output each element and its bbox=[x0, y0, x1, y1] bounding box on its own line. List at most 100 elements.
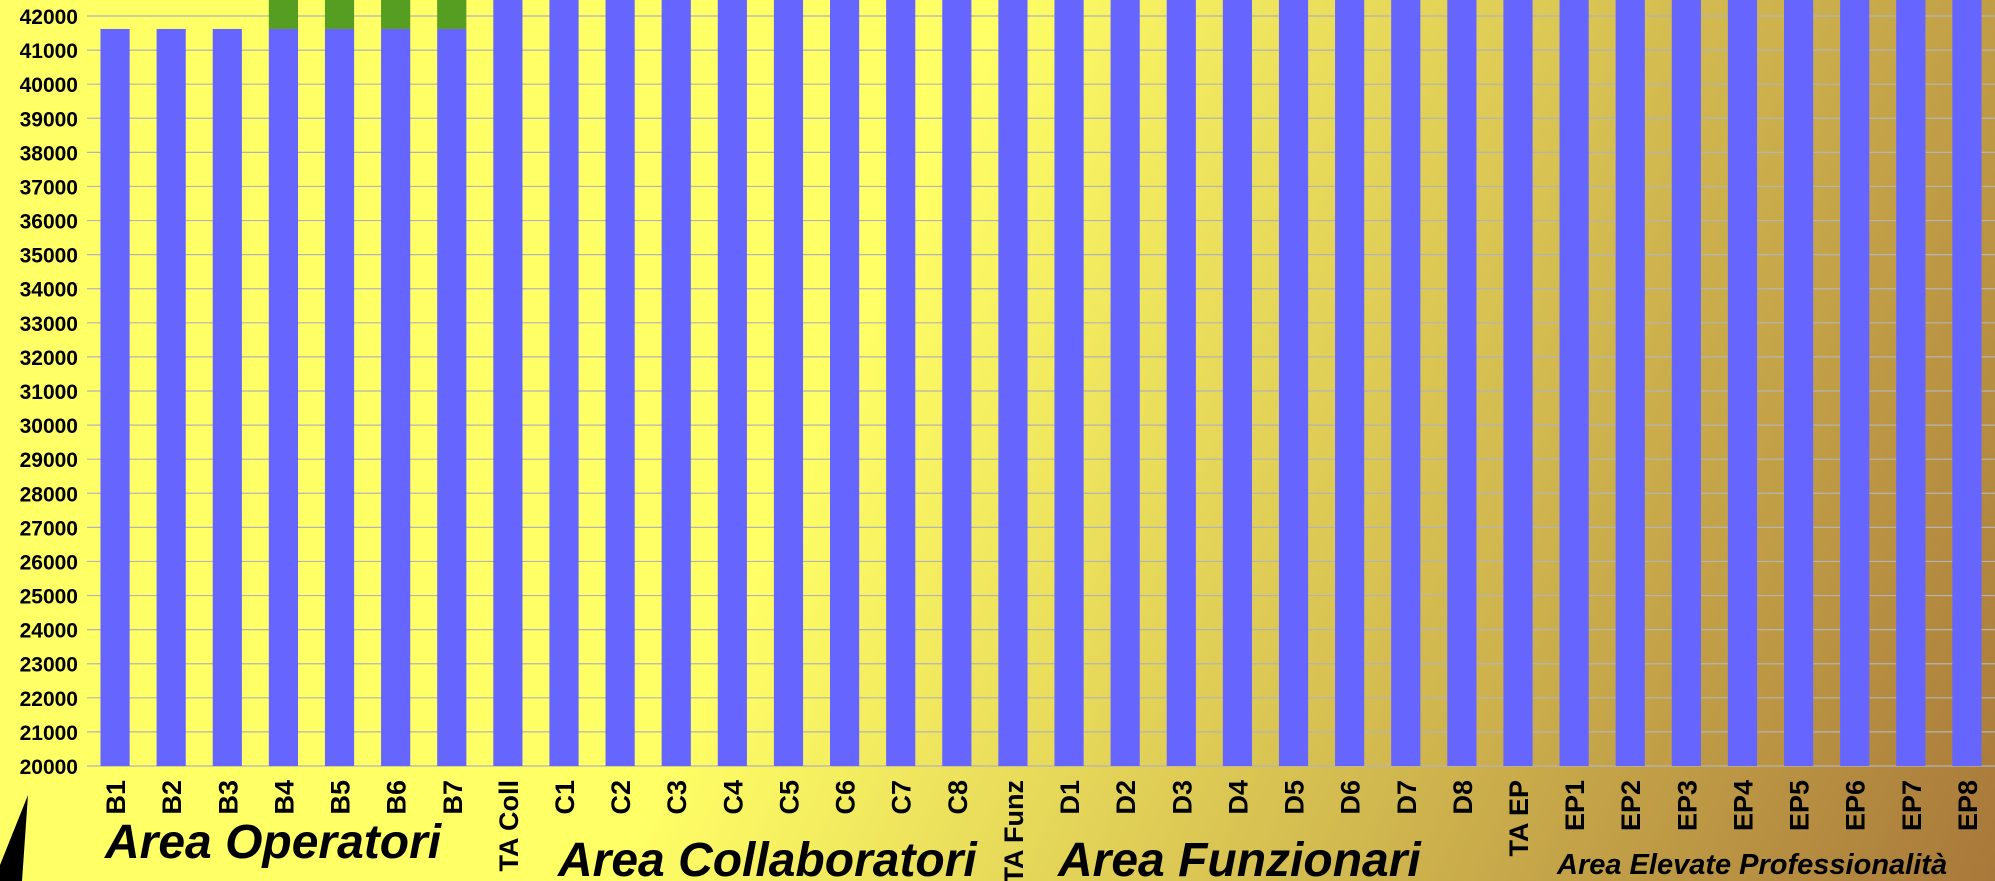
y-axis-ticks: 20000 21000 22000 23000 24000 25000 26000 27000… bbox=[20, 6, 78, 779]
x-tick-label: C2 bbox=[606, 780, 636, 815]
x-tick-label: EP4 bbox=[1728, 780, 1758, 831]
bar-base-segment bbox=[381, 28, 411, 767]
bar-base-segment bbox=[1503, 0, 1533, 766]
bar-base-segment bbox=[212, 28, 242, 767]
x-tick-label: D1 bbox=[1055, 780, 1085, 815]
y-tick-label: 25000 bbox=[20, 586, 78, 609]
x-tick-label: D5 bbox=[1280, 780, 1310, 815]
group-label-operatori: Area Operatori bbox=[104, 816, 443, 869]
x-tick-label: EP5 bbox=[1785, 780, 1815, 831]
bar-increment-segment bbox=[437, 0, 467, 29]
y-tick-label: 42000 bbox=[20, 6, 78, 29]
bar-base-segment bbox=[829, 0, 860, 766]
bar-base-segment bbox=[1278, 0, 1309, 767]
y-tick-label: 27000 bbox=[20, 517, 78, 540]
y-tick-label: 30000 bbox=[20, 415, 78, 438]
y-tick-label: 38000 bbox=[20, 142, 78, 165]
x-tick-label: EP6 bbox=[1841, 780, 1871, 831]
bar-base-segment bbox=[1671, 0, 1701, 766]
y-tick-label: 20000 bbox=[20, 756, 78, 779]
x-tick-label: B2 bbox=[157, 780, 187, 815]
y-tick-label: 26000 bbox=[20, 551, 78, 574]
y-tick-label: 34000 bbox=[20, 279, 78, 302]
x-tick-label: B3 bbox=[213, 780, 243, 815]
x-tick-label: B7 bbox=[438, 780, 468, 815]
bar-base-segment bbox=[1054, 0, 1084, 767]
bar-increment-segment bbox=[381, 0, 411, 29]
bar-base-segment bbox=[1727, 0, 1758, 766]
bar-base-segment bbox=[1166, 0, 1196, 767]
group-label-collaboratori: Area Collaboratori bbox=[557, 834, 978, 881]
x-tick-label: C6 bbox=[831, 780, 861, 815]
y-tick-label: 36000 bbox=[20, 211, 78, 234]
group-label-funzionari: Area Funzionari bbox=[1057, 834, 1422, 881]
bar-base-segment bbox=[1896, 0, 1926, 766]
x-tick-label: D6 bbox=[1336, 780, 1366, 815]
y-tick-label: 24000 bbox=[20, 620, 78, 643]
y-tick-label: 39000 bbox=[20, 108, 78, 131]
y-tick-label: 37000 bbox=[20, 176, 78, 199]
bar-increment-segment bbox=[268, 0, 299, 29]
bar-base-segment bbox=[1783, 0, 1814, 766]
bar-base-segment bbox=[998, 0, 1028, 767]
x-tick-label: C4 bbox=[718, 780, 748, 815]
bar-base-segment bbox=[1222, 0, 1253, 767]
bar-base-segment bbox=[268, 28, 299, 767]
bar-base-segment bbox=[549, 0, 579, 766]
y-tick-label: 40000 bbox=[20, 74, 78, 97]
x-tick-label: D3 bbox=[1167, 780, 1197, 815]
y-tick-label: 28000 bbox=[20, 483, 78, 506]
bar-base-segment bbox=[942, 0, 972, 766]
bar-base-segment bbox=[437, 28, 467, 767]
y-tick-label: 32000 bbox=[20, 347, 78, 370]
y-tick-label: 31000 bbox=[20, 381, 78, 404]
y-tick-label: 29000 bbox=[20, 449, 78, 472]
x-tick-label: EP7 bbox=[1897, 780, 1927, 831]
bar-base-segment bbox=[1335, 0, 1365, 767]
x-axis-ticks: B1 B2 B3 B4 B5 B6 B7 TA Coll C1 C2 C3 C4 C5 C6 C7 C8 TA … bbox=[101, 780, 1983, 881]
x-tick-label: D2 bbox=[1111, 780, 1141, 815]
bar-base-segment bbox=[1615, 0, 1645, 766]
x-tick-label: B6 bbox=[382, 780, 412, 815]
y-tick-label: 35000 bbox=[20, 245, 78, 268]
x-tick-label: B4 bbox=[269, 780, 299, 815]
x-tick-label: TA Coll bbox=[494, 780, 524, 871]
bar-base-segment bbox=[1391, 0, 1421, 767]
x-tick-label: B1 bbox=[101, 780, 131, 815]
x-tick-label: EP1 bbox=[1560, 780, 1590, 831]
bar-base-segment bbox=[1840, 0, 1870, 766]
x-tick-label: C8 bbox=[943, 780, 973, 815]
x-tick-label: D4 bbox=[1223, 780, 1253, 815]
corner-arrow-shape bbox=[0, 795, 28, 881]
bar-base-segment bbox=[1559, 0, 1589, 766]
x-tick-label: C3 bbox=[662, 780, 692, 815]
bar-base-segment bbox=[605, 0, 635, 766]
x-tick-label: B5 bbox=[326, 780, 356, 815]
bars bbox=[100, 0, 1982, 767]
bar-increment-segment bbox=[324, 0, 355, 29]
y-tick-label: 23000 bbox=[20, 654, 78, 677]
x-tick-label: EP8 bbox=[1953, 780, 1983, 831]
x-tick-label: EP3 bbox=[1672, 780, 1702, 831]
x-tick-label: C7 bbox=[887, 780, 917, 815]
x-tick-label: C5 bbox=[774, 780, 804, 815]
x-tick-label: D7 bbox=[1392, 780, 1422, 815]
y-tick-label: 21000 bbox=[20, 722, 78, 745]
x-tick-label: D8 bbox=[1448, 780, 1478, 815]
bar-base-segment bbox=[324, 28, 355, 767]
y-tick-label: 33000 bbox=[20, 313, 78, 336]
bar-base-segment bbox=[717, 0, 747, 766]
x-tick-label: EP2 bbox=[1616, 780, 1646, 831]
y-tick-label: 41000 bbox=[20, 40, 78, 63]
bar-base-segment bbox=[773, 0, 804, 766]
bar-base-segment bbox=[1110, 0, 1140, 767]
bar-base-segment bbox=[1952, 0, 1982, 766]
x-tick-label: TA Funz bbox=[999, 780, 1029, 881]
bar-base-segment bbox=[661, 0, 691, 766]
bar-base-segment bbox=[1447, 0, 1477, 767]
x-tick-label: C1 bbox=[550, 780, 580, 815]
group-label-elevate-professionalita: Area Elevate Professionalità bbox=[1556, 849, 1947, 881]
bar-base-segment bbox=[100, 28, 130, 767]
